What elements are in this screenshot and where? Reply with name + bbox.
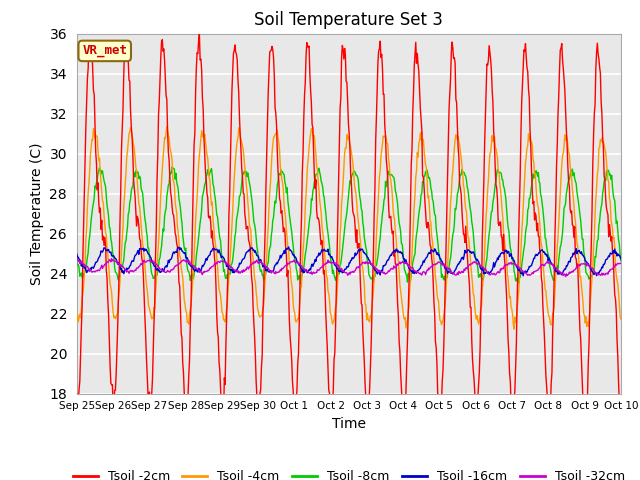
Legend: Tsoil -2cm, Tsoil -4cm, Tsoil -8cm, Tsoil -16cm, Tsoil -32cm: Tsoil -2cm, Tsoil -4cm, Tsoil -8cm, Tsoi… <box>68 465 630 480</box>
Y-axis label: Soil Temperature (C): Soil Temperature (C) <box>30 143 44 285</box>
X-axis label: Time: Time <box>332 417 366 431</box>
Text: VR_met: VR_met <box>82 44 127 58</box>
Title: Soil Temperature Set 3: Soil Temperature Set 3 <box>254 11 444 29</box>
